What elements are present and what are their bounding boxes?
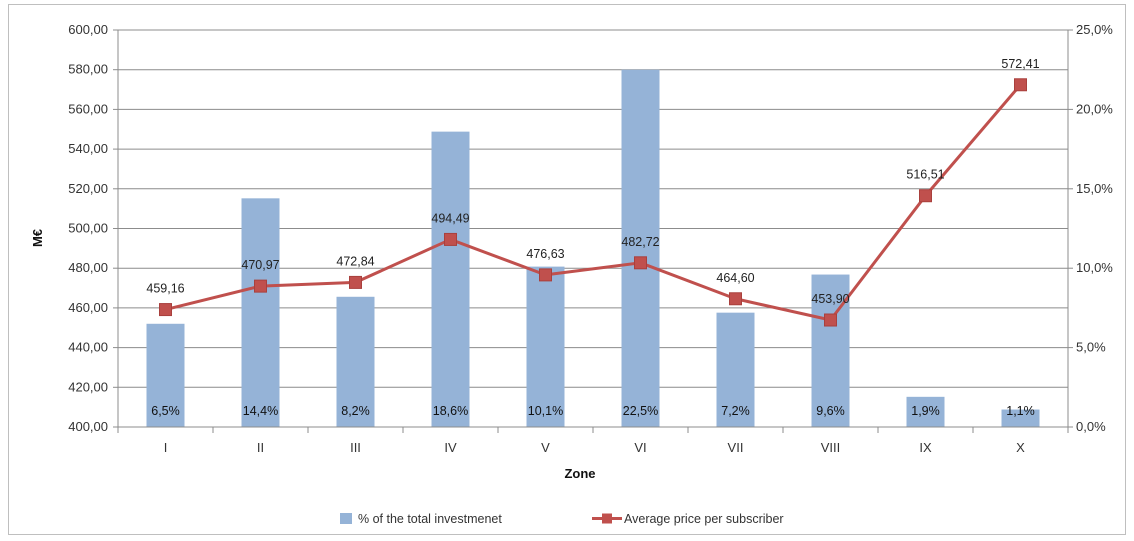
x-tick-label: VIII [821, 440, 841, 455]
x-tick-label: VI [634, 440, 646, 455]
left-tick-label: 480,00 [68, 260, 108, 275]
bar [432, 132, 470, 427]
left-tick-label: 580,00 [68, 62, 108, 77]
legend: % of the total investmenet Average price… [340, 512, 784, 526]
line-data-label: 459,16 [146, 282, 184, 296]
right-tick-label: 10,0% [1076, 260, 1113, 275]
left-tick-label: 520,00 [68, 181, 108, 196]
right-tick-label: 20,0% [1076, 101, 1113, 116]
bar [242, 198, 280, 427]
bar-data-label: 1,9% [911, 404, 940, 418]
x-tick-label: VII [728, 440, 744, 455]
right-tick-label: 0,0% [1076, 419, 1106, 434]
x-tick-label: IX [919, 440, 932, 455]
bar-data-label: 14,4% [243, 404, 278, 418]
line-point [635, 257, 647, 269]
line-data-label: 464,60 [716, 271, 754, 285]
x-tick-label: III [350, 440, 361, 455]
bar-data-label: 8,2% [341, 404, 370, 418]
line-point [825, 314, 837, 326]
bar-series [147, 70, 1040, 427]
left-tick-label: 500,00 [68, 221, 108, 236]
bar-data-label: 22,5% [623, 404, 658, 418]
line-point [160, 304, 172, 316]
left-tick-label: 400,00 [68, 419, 108, 434]
line-point [540, 269, 552, 281]
y-axis-title: M€ [30, 229, 45, 247]
legend-line-label: Average price per subscriber [624, 512, 784, 526]
right-tick-label: 5,0% [1076, 340, 1106, 355]
x-tick-label: II [257, 440, 264, 455]
line-data-label: 476,63 [526, 247, 564, 261]
bar-data-label: 1,1% [1006, 404, 1035, 418]
right-axis-ticks: 0,0% 5,0% 10,0% 15,0% 20,0% 25,0% [1068, 22, 1113, 434]
x-axis-ticks: I II III IV V VI VII VIII IX X [118, 427, 1068, 455]
left-tick-label: 420,00 [68, 379, 108, 394]
bar-data-label: 6,5% [151, 404, 180, 418]
left-tick-label: 460,00 [68, 300, 108, 315]
left-axis-ticks: 400,00 420,00 440,00 460,00 480,00 500,00 520,… [68, 22, 118, 434]
legend-bar-swatch [340, 513, 352, 524]
line-point [730, 293, 742, 305]
line-data-label: 472,84 [336, 254, 374, 268]
bar-data-labels: 6,5% 14,4% 8,2% 18,6% 10,1% 22,5% 7,2% 9,6% 1,9%… [151, 404, 1035, 418]
legend-line-marker [602, 514, 612, 524]
bar-data-label: 7,2% [721, 404, 750, 418]
x-tick-label: V [541, 440, 550, 455]
line-data-label: 470,97 [241, 258, 279, 272]
x-tick-label: X [1016, 440, 1025, 455]
series-line [166, 85, 1021, 320]
line-data-label: 494,49 [431, 211, 469, 225]
line-data-label: 482,72 [621, 235, 659, 249]
x-axis-title: Zone [564, 466, 595, 481]
line-point [445, 233, 457, 245]
legend-bar-label: % of the total investmenet [358, 512, 502, 526]
line-data-label: 572,41 [1001, 57, 1039, 71]
line-point [255, 280, 267, 292]
line-series [160, 79, 1027, 326]
line-data-label: 516,51 [906, 168, 944, 182]
x-tick-label: IV [444, 440, 457, 455]
bar-data-label: 18,6% [433, 404, 468, 418]
line-point [1015, 79, 1027, 91]
left-tick-label: 440,00 [68, 340, 108, 355]
line-point [920, 190, 932, 202]
line-point [350, 276, 362, 288]
left-tick-label: 560,00 [68, 101, 108, 116]
x-tick-label: I [164, 440, 168, 455]
right-tick-label: 25,0% [1076, 22, 1113, 37]
right-tick-label: 15,0% [1076, 181, 1113, 196]
left-tick-label: 600,00 [68, 22, 108, 37]
bar-data-label: 9,6% [816, 404, 845, 418]
bar-data-label: 10,1% [528, 404, 563, 418]
left-tick-label: 540,00 [68, 141, 108, 156]
bar [527, 267, 565, 427]
line-data-label: 453,90 [811, 292, 849, 306]
